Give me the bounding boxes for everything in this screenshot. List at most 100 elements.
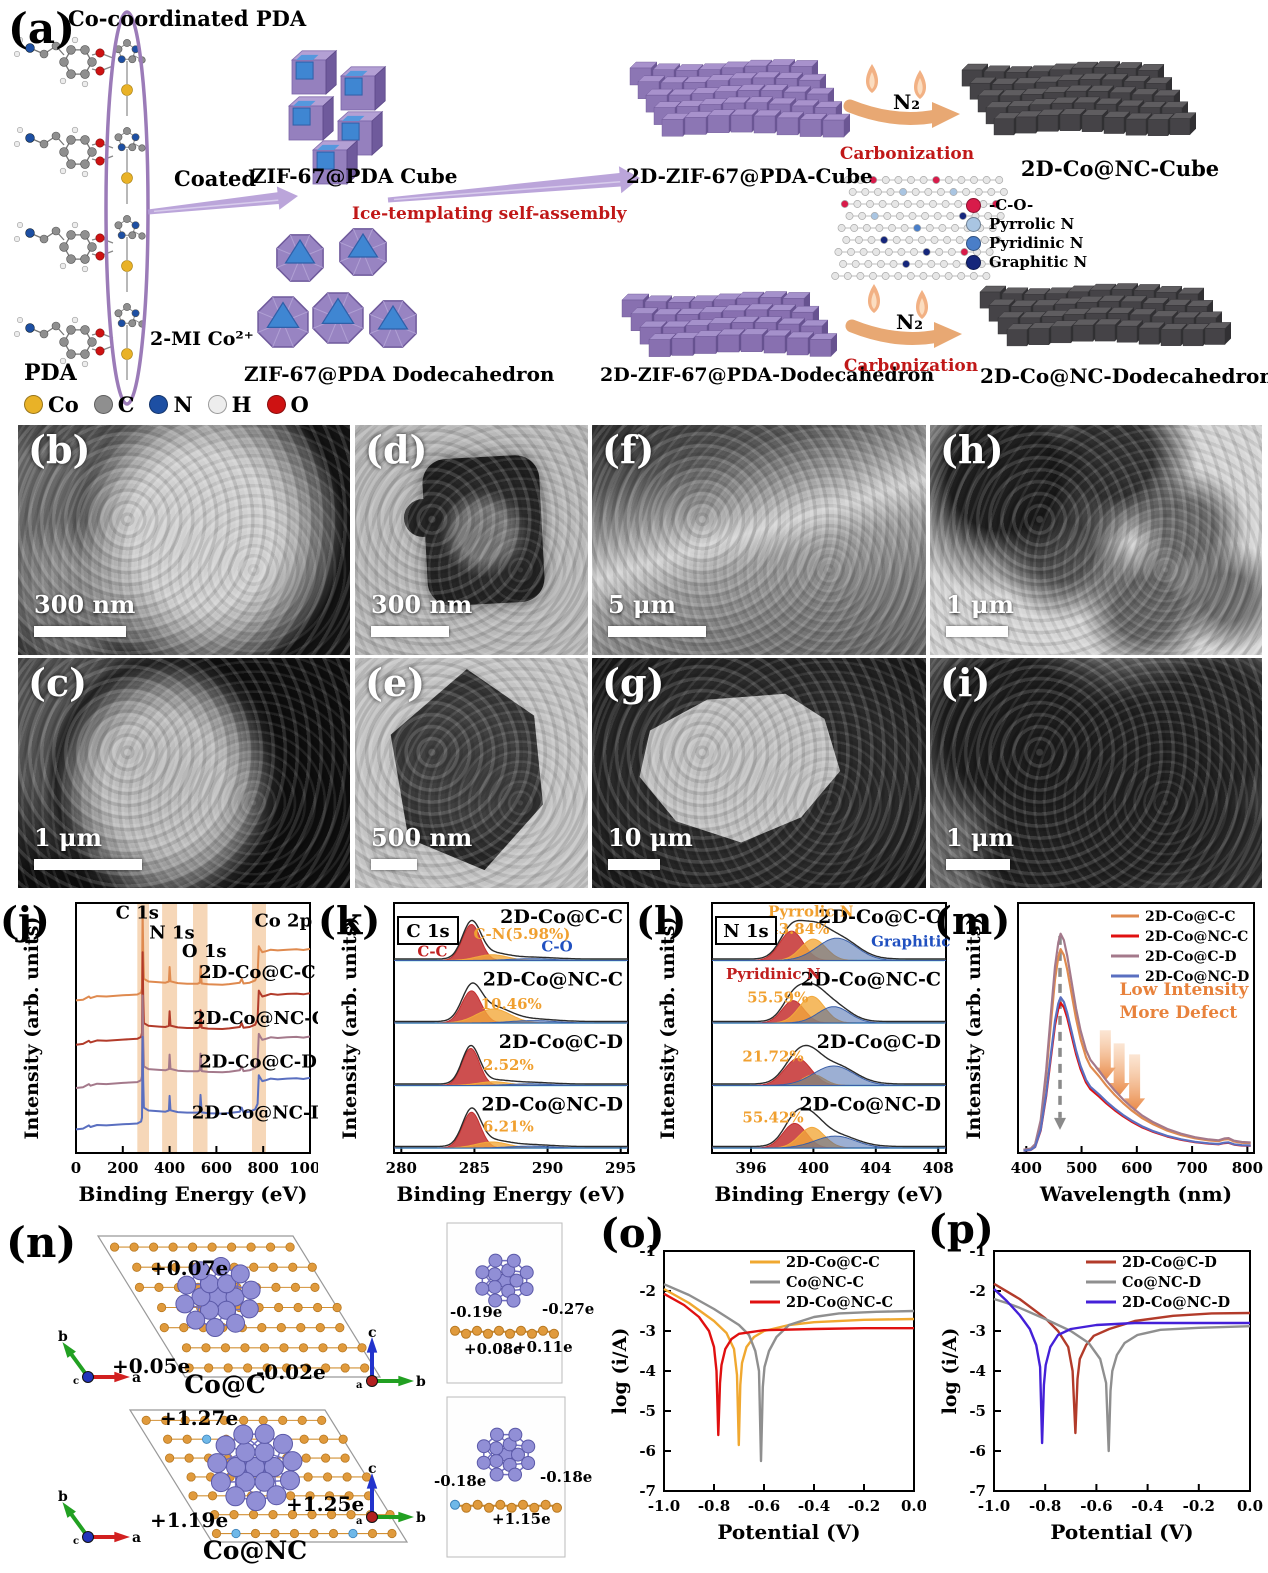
- series-2D-Co@NC-C: [75, 951, 311, 1046]
- panel-o-letter: (o): [600, 1210, 665, 1257]
- c-atom: [239, 1415, 249, 1425]
- svg-text:a: a: [356, 1516, 363, 1527]
- c-atom: [298, 1343, 309, 1353]
- c-atom: [299, 1434, 309, 1444]
- co-cluster-atom: [235, 1442, 256, 1463]
- c-atom: [321, 1453, 331, 1463]
- axis-origin: [82, 1371, 94, 1383]
- c-atom: [484, 1502, 494, 1513]
- c-atom: [307, 1262, 317, 1272]
- c-atom: [184, 1453, 194, 1463]
- n-atom: [450, 1499, 460, 1510]
- svg-text:Intensity (arb. units): Intensity (arb. units): [21, 917, 43, 1140]
- co-cluster-atom: [475, 1281, 490, 1296]
- svg-text:285: 285: [459, 1159, 490, 1177]
- panel-l-letter: (l): [636, 898, 687, 943]
- c-atom: [387, 1528, 397, 1539]
- svg-text:Intensity (arb. units): Intensity (arb. units): [657, 917, 679, 1140]
- c-atom: [307, 1510, 317, 1520]
- chart-j: 0 200 400 600 800 1000 Binding Energy (eV) Inte…: [21, 902, 318, 1205]
- panel-a-letter: (a): [8, 4, 75, 53]
- c-atom: [357, 1343, 367, 1353]
- svg-text:a: a: [132, 1370, 141, 1386]
- svg-text:2D-Co@C-C: 2D-Co@C-C: [818, 906, 941, 928]
- n-atom: [348, 1528, 358, 1539]
- svg-text:Co@NC-D: Co@NC-D: [1122, 1274, 1201, 1291]
- svg-text:-1: -1: [639, 1242, 656, 1260]
- scale-text: 300 nm: [34, 590, 136, 619]
- series-2D-Co@NC-C: [663, 1292, 914, 1437]
- label-zif-cube: ZIF-67@PDA Cube: [252, 164, 458, 188]
- svg-text:600: 600: [201, 1159, 232, 1177]
- svg-text:2D-Co@NC-C: 2D-Co@NC-C: [483, 969, 623, 991]
- svg-text:2D-Co@C-D: 2D-Co@C-D: [817, 1031, 941, 1053]
- c-atom: [552, 1502, 562, 1513]
- svg-text:N 1s: N 1s: [149, 922, 194, 943]
- co-cluster-atom: [509, 1273, 524, 1288]
- label-nc-dodec: 2D-Co@NC-Dodecahedron: [980, 364, 1268, 388]
- unit-cell: [128, 1409, 409, 1543]
- svg-text:43.84%: 43.84%: [768, 920, 829, 938]
- c-atom: [132, 1262, 142, 1272]
- co-cluster-atom: [488, 1253, 503, 1268]
- atom-legend-n: N: [149, 392, 193, 417]
- svg-text:10.46%: 10.46%: [481, 995, 542, 1013]
- co-cluster-atom: [489, 1441, 504, 1456]
- svg-text:b: b: [416, 1374, 426, 1390]
- charge-bottom-1: +1.27e: [160, 1406, 239, 1430]
- n-atom: [202, 1434, 212, 1444]
- pyridinic-n-icon: [966, 235, 981, 251]
- co-cluster-atom: [521, 1439, 536, 1454]
- n-atom: [231, 1528, 241, 1539]
- panel-p-letter: (p): [928, 1206, 994, 1253]
- co-cluster-atom: [200, 1300, 219, 1320]
- scheme-panel-a: [14, 10, 1232, 406]
- c-atom: [301, 1363, 311, 1373]
- label-coated: Coated: [174, 166, 257, 191]
- c-atom: [324, 1491, 335, 1501]
- svg-text:-7: -7: [639, 1482, 656, 1500]
- graphitic-n-icon: [966, 254, 981, 270]
- co-cluster-atom: [241, 1280, 261, 1300]
- envelope: [712, 982, 946, 1023]
- c-atom: [270, 1528, 280, 1539]
- panel-i-letter: (i): [940, 660, 991, 705]
- side-charge-bot-2: -0.18e: [540, 1468, 593, 1486]
- c-atom: [332, 1302, 342, 1313]
- process-arrow: [387, 166, 640, 203]
- co-cluster-atom: [175, 1294, 195, 1314]
- svg-text:280: 280: [386, 1159, 417, 1177]
- svg-text:Co@NC-C: Co@NC-C: [786, 1274, 864, 1291]
- n-atom-icon: [149, 395, 169, 414]
- c-atom: [319, 1434, 329, 1444]
- svg-text:C-C: C-C: [417, 942, 447, 960]
- svg-text:0: 0: [71, 1159, 81, 1177]
- c-atom: [529, 1502, 540, 1513]
- c-atom: [163, 1434, 173, 1444]
- side-charge-top-1: -0.19e: [450, 1303, 503, 1321]
- fit-peak: [394, 1145, 628, 1149]
- c-atom: [249, 1262, 259, 1272]
- label-nc-cube: 2D-Co@NC-Cube: [1020, 156, 1220, 181]
- c-atom: [328, 1528, 339, 1539]
- co-cluster-atom: [177, 1275, 197, 1295]
- c-atom: [289, 1528, 300, 1539]
- svg-text:400: 400: [798, 1159, 829, 1177]
- fit-peak: [712, 1135, 946, 1149]
- c-atom: [262, 1363, 272, 1373]
- svg-text:-0.8: -0.8: [698, 1497, 730, 1515]
- svg-text:-3: -3: [969, 1322, 986, 1340]
- svg-text:Low Intensity: Low Intensity: [1119, 980, 1249, 1000]
- c-atom: [200, 1415, 210, 1425]
- svg-text:Co 2p: Co 2p: [254, 911, 312, 932]
- co-cluster-atom: [226, 1457, 246, 1477]
- chart-k: 280 285 290 295 Binding Energy (eV) Intensity…: [339, 902, 636, 1205]
- svg-text:Intensity (arb. units): Intensity (arb. units): [966, 917, 985, 1140]
- c-atom: [461, 1502, 472, 1513]
- svg-text:404: 404: [860, 1159, 891, 1177]
- charge-top-3: -0.02e: [256, 1360, 326, 1384]
- svg-text:c: c: [73, 1376, 79, 1387]
- charge-top-2: +0.05e: [112, 1354, 191, 1378]
- c-atom: [223, 1363, 233, 1373]
